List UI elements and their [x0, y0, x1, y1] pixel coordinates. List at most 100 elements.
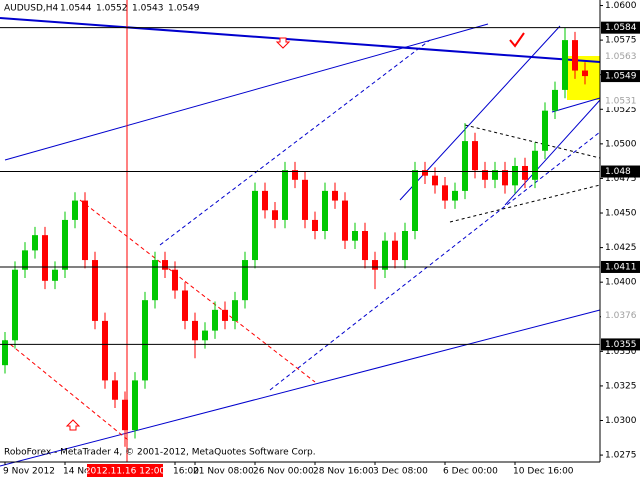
candle-body	[432, 175, 438, 186]
candle-body	[2, 340, 8, 366]
level-label: 1.048	[605, 167, 631, 177]
trend-line	[0, 17, 601, 63]
candle-body	[322, 190, 328, 231]
x-tick-label: 28 Nov 16:00	[313, 467, 374, 477]
dashed-line	[79, 199, 316, 383]
candle-body	[202, 330, 208, 341]
symbol: AUDUSD,H4	[4, 4, 59, 14]
crosshair-label: 2012.11.16 12:00	[85, 467, 166, 477]
candle-body	[542, 110, 548, 151]
candle-body	[102, 320, 108, 381]
level-label-bg	[601, 260, 640, 273]
candle-body	[302, 179, 308, 220]
candle-body	[332, 190, 338, 201]
x-tick-label: 21 Nov 08:00	[193, 467, 254, 477]
candle-body	[422, 170, 428, 176]
candle-body	[122, 399, 128, 431]
y-tick-label: 1.0400	[605, 278, 637, 288]
candle-body	[262, 190, 268, 211]
y-tick-label: 1.0600	[605, 1, 637, 11]
dashed-line	[4, 339, 129, 441]
candle-body	[532, 150, 538, 180]
candle-body	[192, 320, 198, 341]
level-label: 1.0584	[605, 23, 637, 33]
candle-body	[272, 210, 278, 220]
x-tick-label: 16:00	[173, 467, 199, 477]
candle-body	[522, 165, 528, 180]
marker-label-bg	[601, 94, 640, 107]
y-tick-label: 1.0500	[605, 139, 637, 149]
marker-label-bg	[601, 50, 640, 63]
candle-body	[232, 300, 238, 321]
candle-body	[12, 269, 18, 341]
level-label-bg	[601, 338, 640, 351]
candle-body	[452, 190, 458, 201]
y-tick-label: 1.0450	[605, 209, 637, 219]
candle-body	[152, 260, 158, 301]
candle-body	[292, 170, 298, 180]
candle-body	[572, 40, 578, 71]
dashed-line	[449, 184, 601, 223]
dashed-line	[159, 39, 431, 246]
candle-body	[42, 235, 48, 281]
x-tick-label: 6 Dec 00:00	[443, 467, 498, 477]
candle-body	[52, 269, 58, 281]
y-tick-label: 1.0275	[605, 451, 637, 461]
candle-body	[72, 200, 78, 220]
y-tick-label: 1.0525	[605, 105, 637, 115]
arrow-up-icon	[65, 419, 81, 431]
x-tick-label: 26 Nov 00:00	[253, 467, 314, 477]
header-price: 1.0552	[96, 4, 128, 14]
crosshair-label-bg	[87, 464, 163, 477]
candle-body	[82, 200, 88, 261]
candle-body	[22, 250, 28, 270]
trend-line	[551, 97, 601, 113]
analysis-drawings	[0, 0, 601, 467]
candle-body	[552, 89, 558, 111]
trend-line	[4, 23, 489, 161]
level-label-bg	[601, 21, 640, 34]
x-tick-label: 10 Dec 16:00	[513, 467, 574, 477]
candle-body	[442, 185, 448, 201]
x-tick-label: 9 Nov 2012	[3, 467, 55, 477]
candle-body	[162, 260, 168, 270]
marker-price-label: 1.0376	[605, 311, 637, 321]
current-price-bg	[601, 70, 640, 83]
candle-body	[492, 170, 498, 180]
marker-price-label: 1.0563	[605, 52, 637, 62]
x-tick-label: 14 Nov	[63, 467, 96, 477]
check-icon	[509, 32, 525, 48]
candle-body	[412, 170, 418, 231]
candle-body	[502, 170, 508, 186]
level-label-bg	[601, 165, 640, 178]
candle-body	[582, 70, 588, 77]
candle-body	[352, 231, 358, 241]
candle-body	[252, 190, 258, 261]
y-tick-label: 1.0350	[605, 347, 637, 357]
y-tick-label: 1.0475	[605, 174, 637, 184]
candle-body	[222, 309, 228, 321]
y-tick-label: 1.0325	[605, 381, 637, 391]
header-price: 1.0544	[60, 4, 92, 14]
candle-body	[372, 260, 378, 270]
candle-body	[342, 200, 348, 241]
footer: RoboForex - MetaTrader 4, © 2001-2012, M…	[4, 448, 316, 458]
candle-body	[362, 231, 368, 261]
candle-body	[562, 40, 568, 90]
candle-body	[472, 141, 478, 171]
header-price: 1.0543	[132, 4, 164, 14]
marker-label-bg	[601, 309, 640, 322]
candle-body	[182, 290, 188, 321]
candle-body	[172, 269, 178, 291]
trend-line	[0, 309, 601, 467]
y-tick-label: 1.0425	[605, 243, 637, 253]
candle-body	[62, 219, 68, 270]
candle-body	[382, 240, 388, 270]
candle-body	[282, 170, 288, 220]
candle-body	[132, 380, 138, 431]
candle-body	[242, 260, 248, 301]
y-tick-label: 1.0300	[605, 416, 637, 426]
candle-body	[392, 240, 398, 261]
